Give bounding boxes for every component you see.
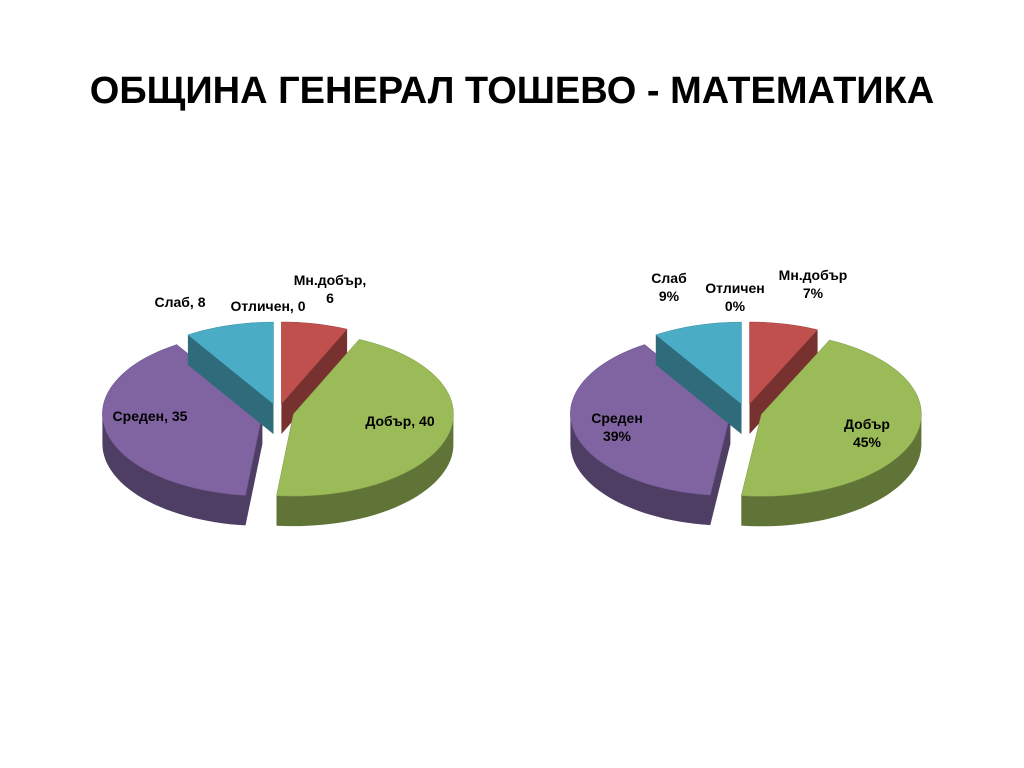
data-label: Отличен 0% <box>705 280 765 314</box>
data-label: Слаб, 8 <box>154 294 206 310</box>
slice <box>281 321 348 405</box>
slice <box>740 339 922 497</box>
data-label: Слаб 9% <box>651 270 687 304</box>
slice <box>749 321 819 405</box>
data-label: Добър, 40 <box>365 413 435 429</box>
slide-title: ОБЩИНА ГЕНЕРАЛ ТОШЕВО - МАТЕМАТИКА <box>89 70 935 112</box>
slice <box>187 321 274 405</box>
data-label: Мн.добър, 6 <box>293 272 367 306</box>
data-label: Мн.добър 7% <box>778 267 848 301</box>
slice <box>655 321 742 405</box>
slice <box>276 339 454 497</box>
data-label: Добър 45% <box>844 416 890 450</box>
data-label: Среден, 35 <box>112 408 188 424</box>
data-label: Среден 39% <box>591 410 643 444</box>
data-label: Отличен, 0 <box>230 298 306 314</box>
